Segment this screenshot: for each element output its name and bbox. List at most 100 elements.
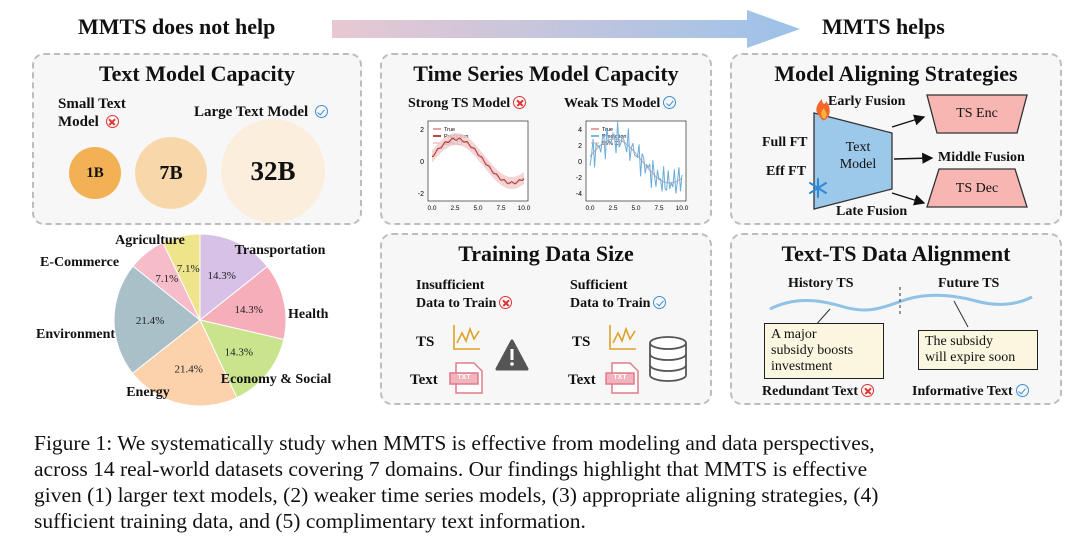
legend-label: 95% CI: [602, 141, 621, 147]
warning-icon: [495, 339, 529, 371]
legend-label: True: [444, 127, 455, 133]
plot-frame: [427, 120, 529, 202]
pie-category-label: Economy & Social: [221, 372, 332, 387]
pie-percent-label: 7.1%: [177, 263, 200, 275]
x-tick-label: 2.5: [608, 205, 617, 212]
bubble-32b: 32B: [221, 119, 325, 223]
panel-text-model-capacity: Text Model Capacity Small Text Model Lar…: [32, 53, 362, 225]
note-informative: The subsidy will expire soon: [918, 330, 1038, 370]
chart-icon: [453, 325, 636, 350]
y-tick-label: 0: [420, 159, 424, 166]
domain-pie-chart: 14.3% 14.3% 14.3% 21.4% 21.4% 7.1%7.1% Transpo…: [36, 233, 332, 407]
x-tick-label: 7.5: [496, 205, 505, 212]
y-tick-label: -2: [576, 175, 582, 182]
x-tick-label: 5.0: [473, 205, 482, 212]
txt-label-left: TXT: [457, 374, 471, 381]
panel-training-data-size: Training Data Size Insufficient Data to …: [380, 233, 712, 405]
panel-title: Model Aligning Strategies: [774, 61, 1018, 86]
eff-ft-label: Eff FT: [766, 164, 807, 179]
pie-slice-energy: [131, 319, 238, 407]
true-series-line: [431, 138, 525, 184]
y-tick-label: -4: [576, 191, 582, 198]
weak-ts-label: Weak TS Model: [564, 95, 677, 113]
informative-text-label: Informative Text: [912, 383, 1029, 401]
x-tick-label: 10.0: [676, 205, 689, 212]
y-tick-label: 4: [578, 127, 582, 134]
cross-icon: [861, 384, 875, 397]
panel-ts-model-capacity: Time Series Model Capacity Strong TS Mod…: [380, 53, 712, 225]
strong-ts-label: Strong TS Model: [408, 95, 527, 113]
panel-aligning-strategies: Model Aligning Strategies Early Fusion F…: [730, 53, 1062, 225]
x-tick-label: 0.0: [427, 205, 436, 212]
text-model-block: [813, 112, 893, 210]
pie-category-label: Energy: [126, 385, 170, 400]
pie-percent-label: 14.3%: [207, 270, 235, 282]
check-icon: [653, 296, 667, 309]
sufficient-label: Sufficient Data to Train: [570, 277, 667, 313]
insufficient-label: Insufficient Data to Train: [416, 277, 513, 313]
cross-icon: [513, 96, 527, 109]
check-icon: [663, 96, 677, 109]
panel-text-ts-alignment: Text-TS Data Alignment History TS Future…: [730, 233, 1062, 405]
pie-slice-health: [198, 265, 287, 341]
prediction-series-line: [589, 121, 683, 194]
ts-label-right: TS: [572, 334, 591, 350]
cross-icon: [105, 115, 119, 128]
x-tick-label: 7.5: [654, 205, 663, 212]
x-tick-label: 10.0: [518, 205, 531, 212]
y-tick-label: -2: [418, 191, 424, 198]
pie-percent-label: 14.3%: [225, 346, 253, 358]
ts-wave: [769, 287, 1033, 328]
pie-percent-label: 21.4%: [136, 315, 164, 327]
pie-slice-transportation: [199, 233, 269, 322]
note-redundant: A major subsidy boosts investment: [764, 323, 884, 379]
plot-frame: [585, 120, 687, 202]
pie-category-label: Agriculture: [115, 233, 185, 248]
pie-category-label: Environment: [36, 327, 115, 342]
gradient-arrow: [332, 10, 800, 48]
bubble-1b: 1B: [69, 147, 121, 199]
future-ts-label: Future TS: [938, 276, 1000, 291]
training-icons: [449, 325, 687, 394]
large-model-label: Large Text Model: [194, 103, 328, 121]
middle-fusion-label: Middle Fusion: [938, 150, 1025, 165]
header-right: MMTS helps: [822, 14, 945, 39]
panel-title: Training Data Size: [458, 241, 634, 266]
database-icon: [649, 336, 687, 382]
redundant-text-label: Redundant Text: [762, 383, 875, 401]
ts-dec-block: [926, 168, 1028, 208]
ts-enc-label: TS Enc: [956, 106, 998, 121]
fire-icon: [816, 99, 830, 121]
pie-slice-environment: [113, 265, 201, 374]
panel-title: Text-TS Data Alignment: [781, 241, 1011, 266]
confidence-band: [432, 133, 524, 189]
y-tick-label: 0: [578, 159, 582, 166]
prediction-series-line: [431, 137, 525, 185]
panel-title: Text Model Capacity: [99, 61, 295, 86]
text-label-left: Text: [410, 372, 438, 388]
true-series-line: [589, 138, 683, 184]
check-icon: [1015, 384, 1029, 397]
pie-category-label: Transportation: [235, 243, 326, 258]
small-model-label: Small Text Model: [58, 96, 126, 130]
y-tick-label: 2: [578, 143, 582, 150]
late-fusion-label: Late Fusion: [836, 204, 908, 219]
x-tick-label: 2.5: [450, 205, 459, 212]
txt-label-right: TXT: [613, 374, 627, 381]
ts-label-left: TS: [416, 334, 435, 350]
pie-percent-label: 7.1%: [155, 273, 178, 285]
full-ft-label: Full FT: [762, 135, 808, 150]
y-tick-label: 2: [420, 127, 424, 134]
pie-category-label: Health: [288, 307, 329, 322]
ts-enc-block: [926, 94, 1028, 134]
cross-icon: [499, 296, 513, 309]
header-left: MMTS does not help: [78, 14, 276, 39]
pie-percent-label: 21.4%: [174, 364, 202, 376]
weak-ts-plot: 420-2-40.0 2.5 5.0 7.5 10.0TruePrediction95%…: [576, 120, 689, 212]
snowflake-icon: [809, 178, 827, 198]
check-icon: [314, 105, 328, 118]
x-tick-label: 5.0: [631, 205, 640, 212]
pie-slice-economy-social: [199, 319, 285, 399]
figure-caption: Figure 1: We systematically study when M…: [34, 431, 879, 533]
